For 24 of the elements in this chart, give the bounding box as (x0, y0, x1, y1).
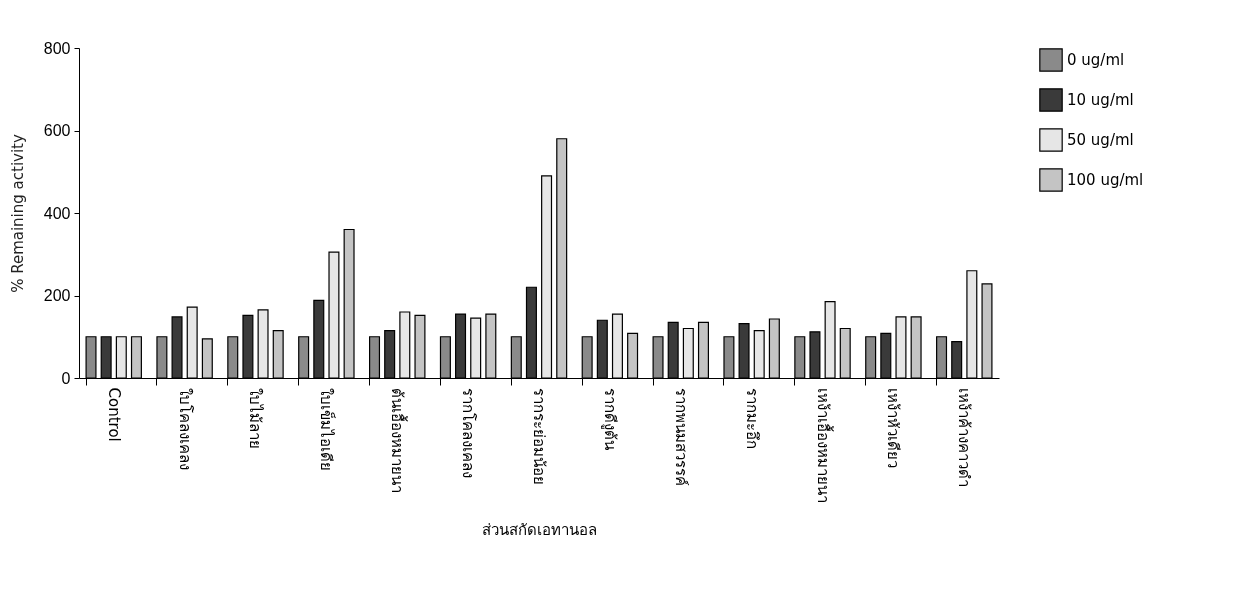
x-tick-label: เหง้าค้างคาวดำ (955, 387, 974, 487)
y-axis-title: % Remaining activity (8, 134, 27, 293)
x-tick-label: รากโคลงเคลง (459, 387, 478, 478)
legend-label: 50 ug/ml (1067, 131, 1134, 149)
x-tick-label: เหง้าเอื้องหมายนา (813, 387, 834, 503)
x-tick-label: ใบเข็มไอเดีย (317, 387, 337, 471)
x-tick-label: รากมะอึก (742, 387, 761, 449)
y-tick-label: 200 (43, 287, 71, 304)
x-tick-label: รากพนมสวรรค์ (671, 387, 690, 486)
y-tick-label: 600 (43, 122, 71, 139)
x-tick-label: ต้นเอื้องหมายนา (388, 387, 409, 493)
y-tick-label: 400 (43, 204, 71, 222)
legend-label: 100 ug/ml (1067, 171, 1144, 189)
x-tick-label: Control (104, 387, 123, 442)
y-tick-label: 800 (43, 39, 71, 57)
legend-label: 10 ug/ml (1067, 91, 1134, 109)
x-tick-label: ใบโคลงเคลง (175, 387, 194, 470)
x-tick-label: ใบไม้ลาย (246, 387, 265, 449)
x-tick-label: รากดีงูต้น (600, 387, 619, 450)
x-tick-label: เหง้าหัวเดียว (884, 387, 903, 468)
x-axis-title: ส่วนสกัดเอทานอล (482, 520, 597, 539)
legend-label: 0 ug/ml (1067, 51, 1125, 69)
x-tick-label: รากระย่อมน้อย (530, 387, 548, 485)
y-tick-label: 0 (61, 369, 71, 387)
